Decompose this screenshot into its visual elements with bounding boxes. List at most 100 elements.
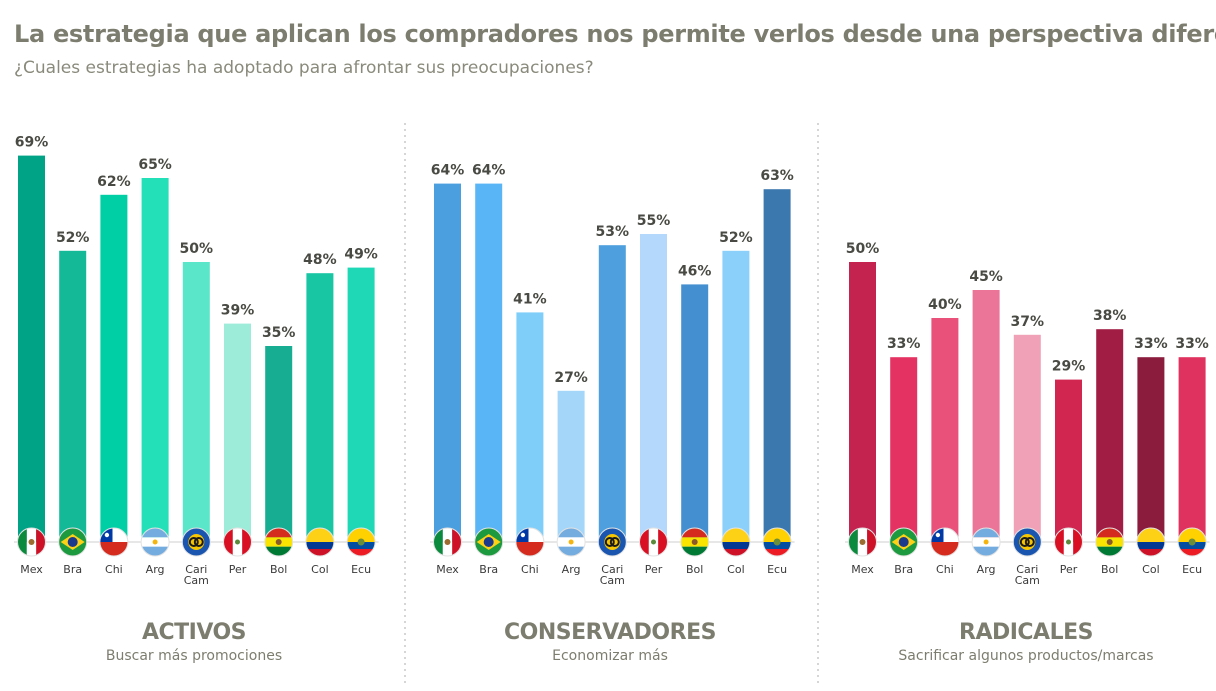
panel-title-conservadores: CONSERVADORES [504, 620, 716, 645]
bar-value-label: 49% [344, 247, 378, 263]
bar-value-label: 53% [596, 224, 630, 240]
bar-value-label: 64% [431, 163, 465, 179]
panel-title-activos: ACTIVOS [141, 620, 247, 645]
flag-bol-icon [1095, 527, 1125, 557]
category-tick-label: Col [311, 563, 328, 576]
flag-bra-icon [58, 527, 88, 557]
category-tick-label: Bra [479, 563, 498, 576]
category-tick-label: Cari [185, 563, 207, 576]
bar-value-label: 39% [221, 303, 255, 319]
category-tick-label: Per [1060, 563, 1078, 576]
flag-chi-icon [99, 527, 129, 557]
flag-mex-icon [433, 527, 462, 557]
bar-bra [475, 183, 503, 542]
flag-col-icon [1136, 527, 1166, 557]
bar-value-label: 50% [846, 241, 880, 257]
category-tick-label: Cari [601, 563, 623, 576]
bar-value-label: 45% [969, 269, 1003, 285]
category-tick-label: Bol [1101, 563, 1118, 576]
bar-value-label: 46% [678, 263, 712, 279]
bar-arg [141, 178, 169, 542]
flag-ecu-icon [346, 527, 376, 557]
category-tick-label: Mex [851, 563, 874, 576]
bar-col [306, 273, 334, 542]
flag-caricam-icon [597, 527, 627, 557]
bar-per [224, 323, 251, 542]
panel-subtitle-activos: Buscar más promociones [105, 648, 283, 664]
bar-value-label: 63% [760, 168, 794, 184]
bar-value-label: 38% [1093, 308, 1127, 324]
bar-cari-cam [1013, 334, 1041, 542]
bar-per [1055, 379, 1082, 542]
bar-mex [18, 155, 45, 542]
page-title: La estrategia que aplican los compradore… [14, 20, 1216, 48]
category-tick-label: Chi [521, 563, 539, 576]
bar-value-label: 37% [1011, 314, 1045, 330]
bar-value-label: 65% [138, 157, 172, 173]
flag-caricam-icon [181, 527, 211, 557]
panel-subtitle-radicales: Sacrificar algunos productos/marcas [898, 648, 1154, 664]
bar-value-label: 52% [719, 230, 753, 246]
bar-chi [100, 194, 128, 543]
bar-value-label: 33% [1134, 336, 1168, 352]
bar-cari-cam [182, 262, 210, 542]
panel-subtitle-conservadores: Economizar más [552, 648, 668, 664]
bar-ecu [763, 189, 791, 542]
bar-value-label: 69% [15, 135, 49, 151]
flag-bol-icon [264, 527, 294, 557]
category-tick-label: Bra [63, 563, 82, 576]
bar-ecu [1178, 357, 1206, 542]
flag-ecu-icon [1177, 527, 1207, 557]
category-tick-label: Arg [146, 563, 165, 576]
flag-col-icon [305, 527, 335, 557]
bar-bol [265, 346, 293, 542]
bar-bra [59, 250, 87, 543]
category-tick-label: Chi [936, 563, 954, 576]
bar-col [722, 250, 750, 543]
bar-bol [1096, 329, 1124, 542]
bar-value-label: 50% [180, 241, 214, 257]
bar-value-label: 48% [303, 252, 337, 268]
category-tick-label: Col [1142, 563, 1159, 576]
bar-per [640, 234, 667, 542]
flag-mex-icon [17, 527, 46, 557]
bar-ecu [347, 267, 375, 542]
bar-value-label: 33% [887, 336, 921, 352]
bar-value-label: 41% [513, 291, 547, 307]
category-tick-label: Col [727, 563, 744, 576]
bar-value-label: 35% [262, 325, 296, 341]
category-tick-label: Arg [562, 563, 581, 576]
bar-arg [972, 290, 1000, 542]
category-tick-label: Bol [270, 563, 287, 576]
flag-chi-icon [515, 527, 545, 557]
page-subtitle: ¿Cuales estrategias ha adoptado para afr… [14, 58, 594, 78]
category-tick-label: Bol [686, 563, 703, 576]
category-tick-label: Per [229, 563, 247, 576]
category-tick-label: Mex [20, 563, 43, 576]
category-tick-label: Per [645, 563, 663, 576]
category-tick-label: Arg [977, 563, 996, 576]
bar-col [1137, 357, 1165, 542]
bar-value-label: 27% [554, 370, 588, 386]
category-tick-label: Cam [600, 574, 625, 587]
bar-bra [890, 357, 918, 542]
bar-value-label: 52% [56, 230, 90, 246]
category-tick-label: Cari [1016, 563, 1038, 576]
panel-title-radicales: RADICALES [959, 620, 1093, 645]
bar-value-label: 55% [637, 213, 671, 229]
bar-mex [849, 262, 876, 542]
flag-caricam-icon [1012, 527, 1042, 557]
bar-value-label: 29% [1052, 359, 1086, 375]
flag-arg-icon [971, 527, 1001, 557]
flag-ecu-icon [762, 527, 792, 557]
flag-bol-icon [680, 527, 710, 557]
flag-arg-icon [556, 527, 586, 557]
bar-arg [557, 390, 585, 542]
bar-chi [516, 312, 544, 542]
category-tick-label: Ecu [767, 563, 787, 576]
category-tick-label: Ecu [351, 563, 371, 576]
category-tick-label: Ecu [1182, 563, 1202, 576]
